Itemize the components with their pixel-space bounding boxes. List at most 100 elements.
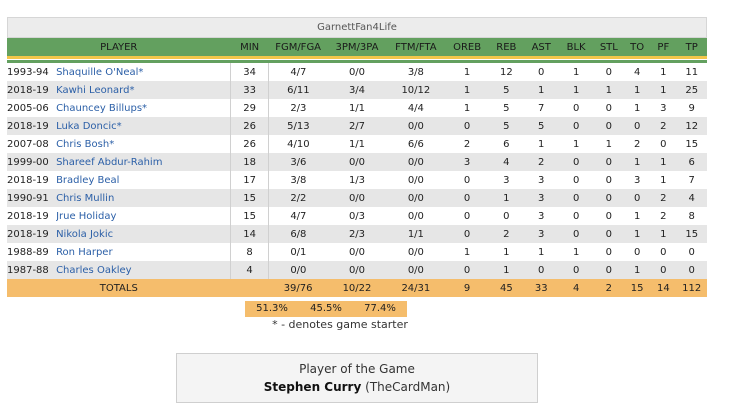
3p-cell: 0/0 <box>327 261 387 279</box>
player-link[interactable]: Chris Bosh* <box>56 138 115 150</box>
tp-cell: 7 <box>676 171 707 189</box>
tp-cell: 4 <box>676 189 707 207</box>
ft-cell: 3/8 <box>386 63 446 81</box>
col-header-to: TO <box>624 38 651 56</box>
blk-cell: 0 <box>558 261 594 279</box>
tp-cell: 0 <box>676 243 707 261</box>
ast-cell: 1 <box>523 243 559 261</box>
reb-cell: 3 <box>488 171 524 189</box>
ft-cell: 1/1 <box>386 225 446 243</box>
player-cell: Bradley Beal <box>56 171 231 189</box>
min-cell: 4 <box>230 261 270 279</box>
player-link[interactable]: Ron Harper <box>56 246 113 258</box>
ft-percentage: 77.4% <box>353 301 407 317</box>
potg-line: Stephen Curry (TheCardMan) <box>177 380 537 394</box>
player-link[interactable]: Kawhi Leonard* <box>56 84 135 96</box>
player-link[interactable]: Jrue Holiday <box>56 210 117 222</box>
totals-ft: 24/31 <box>386 279 446 297</box>
stl-cell: 1 <box>593 81 625 99</box>
potg-name[interactable]: Stephen Curry <box>263 380 362 394</box>
fg-cell: 6/8 <box>268 225 328 243</box>
blk-cell: 0 <box>558 153 594 171</box>
oreb-cell: 0 <box>445 261 489 279</box>
3p-cell: 3/4 <box>327 81 387 99</box>
player-link[interactable]: Chauncey Billups* <box>56 102 148 114</box>
player-cell: Nikola Jokic <box>56 225 231 243</box>
reb-cell: 5 <box>488 117 524 135</box>
stl-cell: 0 <box>593 117 625 135</box>
pf-cell: 0 <box>650 261 677 279</box>
min-cell: 29 <box>230 99 270 117</box>
table-row: 2018-19 Bradley Beal 17 3/8 1/3 0/0 0 3 3 0 0 3 1 7 <box>7 171 707 189</box>
fg-cell: 5/13 <box>268 117 328 135</box>
table-row: 1993-94 Shaquille O'Neal* 34 4/7 0/0 3/8 1 12 0 1… <box>7 63 707 81</box>
player-link[interactable]: Shareef Abdur-Rahim <box>56 156 163 168</box>
ast-cell: 2 <box>523 153 559 171</box>
oreb-cell: 1 <box>445 81 489 99</box>
totals-fg: 39/76 <box>268 279 328 297</box>
pf-cell: 1 <box>650 153 677 171</box>
header-row: PLAYER MIN FGM/FGA 3PM/3PA FTM/FTA OREB … <box>7 38 707 56</box>
reb-cell: 4 <box>488 153 524 171</box>
player-cell: Shaquille O'Neal* <box>56 63 231 81</box>
fg-cell: 3/8 <box>268 171 328 189</box>
stl-cell: 0 <box>593 153 625 171</box>
ft-cell: 4/4 <box>386 99 446 117</box>
pf-cell: 1 <box>650 225 677 243</box>
season-cell: 2018-19 <box>7 225 57 243</box>
col-header-fgm-fga: FGM/FGA <box>268 38 328 56</box>
tp-cell: 9 <box>676 99 707 117</box>
tp-cell: 0 <box>676 261 707 279</box>
totals-min <box>230 279 269 297</box>
tp-cell: 15 <box>676 225 707 243</box>
ft-cell: 0/0 <box>386 171 446 189</box>
3p-cell: 2/3 <box>327 225 387 243</box>
totals-label: TOTALS <box>7 279 231 297</box>
header-stripe <box>7 56 707 63</box>
player-link[interactable]: Charles Oakley <box>56 264 132 276</box>
reb-cell: 5 <box>488 81 524 99</box>
blk-cell: 1 <box>558 243 594 261</box>
player-cell: Luka Doncic* <box>56 117 231 135</box>
season-cell: 2018-19 <box>7 117 57 135</box>
player-link[interactable]: Chris Mullin <box>56 192 115 204</box>
min-cell: 34 <box>230 63 270 81</box>
to-cell: 1 <box>624 261 651 279</box>
tp-cell: 25 <box>676 81 707 99</box>
oreb-cell: 0 <box>445 225 489 243</box>
3p-cell: 0/0 <box>327 153 387 171</box>
table-row: 2018-19 Jrue Holiday 15 4/7 0/3 0/0 0 0 3 0 0 1 2 8 <box>7 207 707 225</box>
ast-cell: 0 <box>523 261 559 279</box>
potg-owner: (TheCardMan) <box>365 380 451 394</box>
min-cell: 17 <box>230 171 270 189</box>
player-link[interactable]: Nikola Jokic <box>56 228 114 240</box>
table-row: 2005-06 Chauncey Billups* 29 2/3 1/1 4/4 1 5 7 0 0… <box>7 99 707 117</box>
player-cell: Chris Bosh* <box>56 135 231 153</box>
reb-cell: 5 <box>488 99 524 117</box>
3p-cell: 2/7 <box>327 117 387 135</box>
totals-row: TOTALS 39/76 10/22 24/31 9 45 33 4 2 15 … <box>7 279 707 297</box>
3p-cell: 0/0 <box>327 243 387 261</box>
reb-cell: 1 <box>488 189 524 207</box>
min-cell: 15 <box>230 189 270 207</box>
ast-cell: 3 <box>523 207 559 225</box>
season-cell: 2007-08 <box>7 135 57 153</box>
ft-cell: 0/0 <box>386 153 446 171</box>
percentages-row: 51.3% 45.5% 77.4% <box>245 301 407 317</box>
to-cell: 0 <box>624 117 651 135</box>
player-link[interactable]: Shaquille O'Neal* <box>56 66 144 78</box>
season-cell: 2018-19 <box>7 81 57 99</box>
player-link[interactable]: Bradley Beal <box>56 174 120 186</box>
3p-cell: 0/0 <box>327 63 387 81</box>
blk-cell: 0 <box>558 99 594 117</box>
pf-cell: 3 <box>650 99 677 117</box>
ast-cell: 1 <box>523 81 559 99</box>
fg-cell: 6/11 <box>268 81 328 99</box>
player-link[interactable]: Luka Doncic* <box>56 120 122 132</box>
pf-cell: 0 <box>650 243 677 261</box>
season-cell: 1987-88 <box>7 261 57 279</box>
table-row: 1987-88 Charles Oakley 4 0/0 0/0 0/0 0 1 0 0 0 1 0 0 <box>7 261 707 279</box>
oreb-cell: 0 <box>445 171 489 189</box>
season-cell: 1999-00 <box>7 153 57 171</box>
pf-cell: 2 <box>650 189 677 207</box>
